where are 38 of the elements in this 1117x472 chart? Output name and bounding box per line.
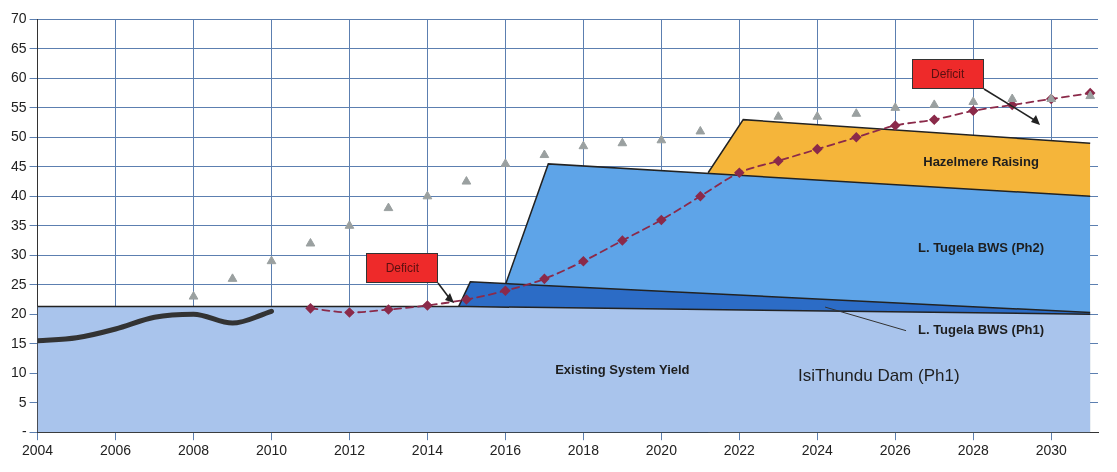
x-tick-label: 2028 [957,442,990,459]
y-tick-label: 50 [10,128,27,145]
x-tick-label: 2018 [567,442,600,459]
x-tick-label: 2012 [333,442,366,459]
x-tick-label: 2014 [411,442,444,459]
y-tick-label: 5 [18,393,27,410]
y-tick-label: 10 [10,364,27,381]
y-tick-label: 25 [10,275,27,292]
x-tick-label: 2026 [879,442,912,459]
y-tick-label: - [21,423,27,440]
x-tick-label: 2008 [177,442,210,459]
x-tick-label: 2030 [1035,442,1067,459]
x-tick-label: 2016 [489,442,522,459]
y-tick-label: 35 [10,216,27,233]
annotation: Deficit [385,260,419,275]
callout-box: Deficit [366,252,439,283]
series-label: L. Tugela BWS (Ph1) [917,322,1045,338]
x-tick-label: 2020 [645,442,678,459]
callout-box: Deficit [911,58,984,89]
y-tick-label: 40 [10,187,27,204]
x-tick-label: 2024 [801,442,834,459]
y-tick-label: 70 [10,10,27,27]
y-tick-label: 60 [10,69,27,86]
x-tick-label: 2006 [99,442,132,459]
y-tick-label: 20 [10,305,27,322]
y-tick-label: 30 [10,246,27,263]
y-tick-label: 15 [10,334,27,351]
y-tick-label: 55 [10,98,27,115]
series-label: Hazelmere Raising [923,154,1039,170]
y-tick-label: 65 [10,39,27,56]
annotation: IsiThundu Dam (Ph1) [798,366,960,387]
x-tick-label: 2004 [21,442,54,459]
y-tick-label: 45 [10,157,27,174]
x-tick-label: 2010 [255,442,288,459]
annotation: Deficit [931,66,965,81]
series-label: L. Tugela BWS (Ph2) [917,240,1045,256]
series-label: Existing System Yield [555,361,690,377]
x-tick-label: 2022 [723,442,756,459]
